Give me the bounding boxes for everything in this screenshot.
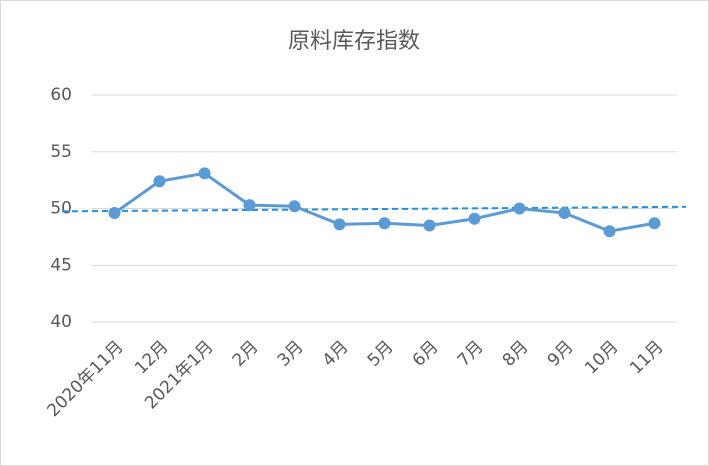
y-tick-label: 40	[50, 312, 72, 332]
data-point	[288, 200, 301, 213]
y-tick-label: 50	[50, 199, 72, 219]
data-point	[153, 175, 166, 188]
data-point	[468, 212, 481, 225]
data-point	[603, 225, 616, 238]
data-point	[108, 207, 121, 220]
data-point	[198, 167, 211, 180]
data-point	[243, 199, 256, 212]
data-point	[423, 219, 436, 232]
y-tick-label: 60	[50, 85, 72, 105]
data-point	[558, 207, 571, 220]
trend-line	[61, 205, 687, 213]
data-point	[378, 217, 391, 230]
y-tick-label: 45	[50, 255, 72, 275]
data-point	[513, 202, 526, 215]
chart-title: 原料库存指数	[288, 29, 420, 54]
y-tick-label: 55	[50, 142, 72, 162]
data-point	[648, 217, 661, 230]
data-point	[333, 218, 346, 231]
